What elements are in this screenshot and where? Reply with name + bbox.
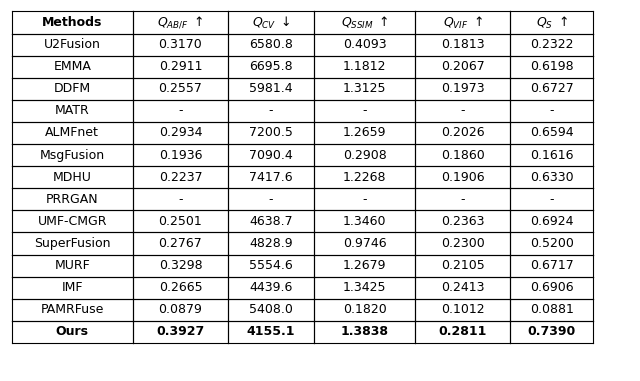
- Text: $Q_{VIF}$ $\uparrow$: $Q_{VIF}$ $\uparrow$: [443, 14, 483, 30]
- Text: 0.0881: 0.0881: [530, 303, 573, 316]
- Text: 0.2557: 0.2557: [159, 82, 202, 95]
- Text: 5408.0: 5408.0: [249, 303, 293, 316]
- Text: 0.2934: 0.2934: [159, 126, 202, 139]
- Text: 0.2322: 0.2322: [530, 38, 573, 51]
- Text: 0.3927: 0.3927: [156, 325, 205, 338]
- Text: 0.2811: 0.2811: [438, 325, 487, 338]
- Text: 0.1860: 0.1860: [441, 149, 484, 162]
- Text: 0.2908: 0.2908: [343, 149, 387, 162]
- Text: -: -: [269, 104, 273, 117]
- Text: 0.2501: 0.2501: [159, 215, 202, 228]
- Text: 1.3460: 1.3460: [343, 215, 387, 228]
- Text: IMF: IMF: [61, 281, 83, 294]
- Text: 0.2067: 0.2067: [441, 60, 484, 73]
- Text: 0.7390: 0.7390: [527, 325, 576, 338]
- Text: 0.6924: 0.6924: [530, 215, 573, 228]
- Text: 0.6594: 0.6594: [530, 126, 573, 139]
- Text: PAMRFuse: PAMRFuse: [40, 303, 104, 316]
- Text: -: -: [362, 104, 367, 117]
- Text: $Q_S$ $\uparrow$: $Q_S$ $\uparrow$: [536, 14, 568, 30]
- Text: 0.4093: 0.4093: [343, 38, 387, 51]
- Text: 6695.8: 6695.8: [249, 60, 293, 73]
- Text: 4828.9: 4828.9: [249, 237, 293, 250]
- Text: 1.3125: 1.3125: [343, 82, 387, 95]
- Text: -: -: [460, 193, 465, 206]
- Text: 7417.6: 7417.6: [249, 171, 293, 184]
- Text: -: -: [549, 104, 554, 117]
- Text: 0.6198: 0.6198: [530, 60, 573, 73]
- Text: 1.2679: 1.2679: [343, 259, 387, 272]
- Text: 0.1906: 0.1906: [441, 171, 484, 184]
- Text: Ours: Ours: [56, 325, 89, 338]
- Text: 4155.1: 4155.1: [247, 325, 295, 338]
- Text: 6580.8: 6580.8: [249, 38, 293, 51]
- Text: MsgFusion: MsgFusion: [40, 149, 105, 162]
- Text: SuperFusion: SuperFusion: [34, 237, 111, 250]
- Text: 0.1616: 0.1616: [530, 149, 573, 162]
- Text: 0.0879: 0.0879: [159, 303, 202, 316]
- Text: 0.1973: 0.1973: [441, 82, 484, 95]
- Text: U2Fusion: U2Fusion: [44, 38, 100, 51]
- Text: Methods: Methods: [42, 16, 102, 29]
- Text: 0.5200: 0.5200: [530, 237, 573, 250]
- Text: UMF-CMGR: UMF-CMGR: [38, 215, 107, 228]
- Text: DDFM: DDFM: [54, 82, 91, 95]
- Text: 4638.7: 4638.7: [249, 215, 293, 228]
- Text: EMMA: EMMA: [53, 60, 92, 73]
- Text: 0.6330: 0.6330: [530, 171, 573, 184]
- Text: 0.9746: 0.9746: [343, 237, 387, 250]
- Text: 0.2026: 0.2026: [441, 126, 484, 139]
- Text: 1.2659: 1.2659: [343, 126, 387, 139]
- Text: -: -: [178, 193, 183, 206]
- Text: 0.2363: 0.2363: [441, 215, 484, 228]
- Text: 0.6906: 0.6906: [530, 281, 573, 294]
- Text: 0.2767: 0.2767: [159, 237, 202, 250]
- Text: 5554.6: 5554.6: [249, 259, 293, 272]
- Text: 0.2911: 0.2911: [159, 60, 202, 73]
- Text: 0.2105: 0.2105: [441, 259, 484, 272]
- Text: -: -: [178, 104, 183, 117]
- Text: 0.2237: 0.2237: [159, 171, 202, 184]
- Text: 1.3838: 1.3838: [340, 325, 388, 338]
- Text: $Q_{CV}$ $\downarrow$: $Q_{CV}$ $\downarrow$: [252, 14, 291, 30]
- Text: 0.2665: 0.2665: [159, 281, 202, 294]
- Text: 0.1936: 0.1936: [159, 149, 202, 162]
- Text: $Q_{SSIM}$ $\uparrow$: $Q_{SSIM}$ $\uparrow$: [341, 14, 388, 30]
- Text: 7200.5: 7200.5: [249, 126, 293, 139]
- Text: 7090.4: 7090.4: [249, 149, 293, 162]
- Text: PRRGAN: PRRGAN: [46, 193, 99, 206]
- Text: 0.1813: 0.1813: [441, 38, 484, 51]
- Text: 1.1812: 1.1812: [343, 60, 387, 73]
- Text: 0.6717: 0.6717: [530, 259, 573, 272]
- Text: 0.2300: 0.2300: [441, 237, 484, 250]
- Text: -: -: [269, 193, 273, 206]
- Text: MATR: MATR: [55, 104, 90, 117]
- Text: $Q_{AB/F}$ $\uparrow$: $Q_{AB/F}$ $\uparrow$: [157, 14, 204, 30]
- Text: 0.3298: 0.3298: [159, 259, 202, 272]
- Text: MURF: MURF: [54, 259, 90, 272]
- Text: 0.3170: 0.3170: [159, 38, 202, 51]
- Text: 0.1820: 0.1820: [343, 303, 387, 316]
- Text: 5981.4: 5981.4: [249, 82, 293, 95]
- Text: -: -: [460, 104, 465, 117]
- Text: 1.3425: 1.3425: [343, 281, 387, 294]
- Text: -: -: [549, 193, 554, 206]
- Text: 4439.6: 4439.6: [250, 281, 292, 294]
- Text: 1.2268: 1.2268: [343, 171, 387, 184]
- Text: ALMFnet: ALMFnet: [45, 126, 99, 139]
- Text: MDHU: MDHU: [53, 171, 92, 184]
- Text: 0.2413: 0.2413: [441, 281, 484, 294]
- Text: -: -: [362, 193, 367, 206]
- Text: 0.1012: 0.1012: [441, 303, 484, 316]
- Text: 0.6727: 0.6727: [530, 82, 573, 95]
